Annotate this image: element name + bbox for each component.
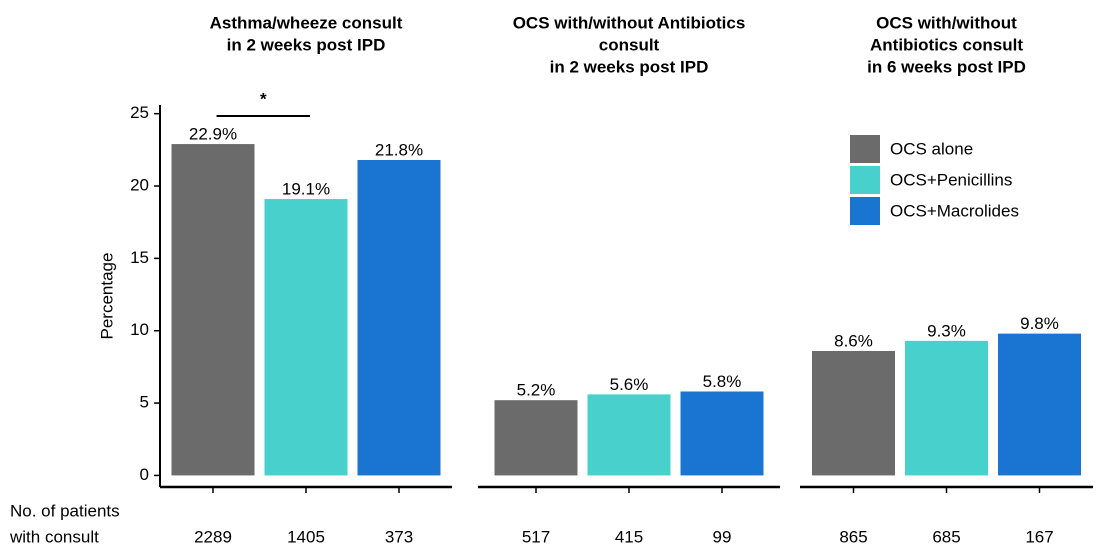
chart-title: in 2 weeks post IPD — [550, 57, 709, 76]
y-tick-label: 25 — [130, 103, 149, 122]
bar — [905, 340, 988, 476]
value-label: 5.8% — [703, 372, 742, 391]
y-tick-label: 15 — [130, 248, 149, 267]
legend-swatch — [850, 197, 880, 225]
y-tick-label: 0 — [140, 465, 149, 484]
value-label: 8.6% — [834, 331, 873, 350]
count: 415 — [615, 527, 643, 546]
value-label: 5.6% — [610, 375, 649, 394]
legend-swatch — [850, 166, 880, 194]
bar — [171, 144, 255, 476]
value-label: 5.2% — [517, 381, 556, 400]
count: 1405 — [287, 527, 325, 546]
y-axis-label: Percentage — [97, 253, 116, 340]
y-tick-label: 5 — [140, 393, 149, 412]
chart-title: in 6 weeks post IPD — [867, 57, 1026, 76]
count: 2289 — [194, 527, 232, 546]
value-label: 19.1% — [282, 180, 330, 199]
count: 99 — [713, 527, 732, 546]
chart-title: Asthma/wheeze consult — [210, 13, 403, 32]
legend-label: OCS+Macrolides — [890, 201, 1019, 220]
count: 167 — [1025, 527, 1053, 546]
bar — [812, 350, 895, 476]
count: 517 — [522, 527, 550, 546]
y-tick-label: 20 — [130, 176, 149, 195]
count: 865 — [839, 527, 867, 546]
annotation: * — [260, 89, 267, 108]
count-label: with consult — [9, 527, 99, 546]
legend-label: OCS alone — [890, 139, 973, 158]
chart-title: in 2 weeks post IPD — [227, 35, 386, 54]
value-label: 21.8% — [375, 140, 423, 159]
value-label: 9.8% — [1020, 314, 1059, 333]
chart-title: Antibiotics consult — [870, 35, 1023, 54]
legend-swatch — [850, 135, 880, 163]
chart-title: consult — [599, 35, 660, 54]
count: 685 — [932, 527, 960, 546]
bar — [587, 394, 671, 476]
bar — [357, 159, 441, 476]
bar — [264, 199, 348, 476]
chart-title: OCS with/without — [876, 13, 1017, 32]
value-label: 22.9% — [189, 125, 237, 144]
bar — [998, 333, 1081, 476]
bar — [494, 400, 578, 476]
count-label: No. of patients — [10, 501, 120, 520]
y-tick-label: 10 — [130, 320, 149, 339]
value-label: 9.3% — [927, 321, 966, 340]
bar — [680, 391, 764, 476]
count: 373 — [385, 527, 413, 546]
legend-label: OCS+Penicillins — [890, 170, 1012, 189]
chart-title: OCS with/without Antibiotics — [513, 13, 746, 32]
